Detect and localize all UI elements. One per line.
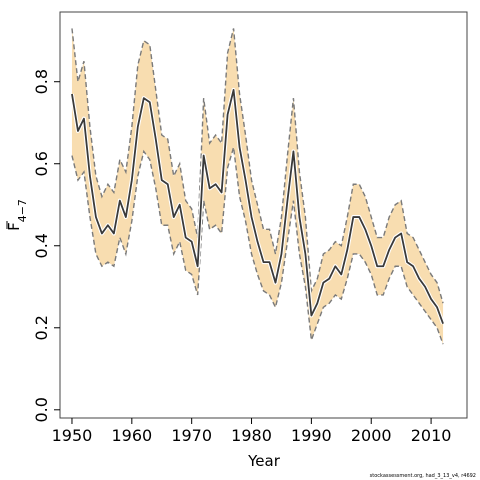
y-tick-label: 0.2 xyxy=(32,315,51,340)
series-line-lower xyxy=(71,147,444,345)
y-axis-title-sub: 4−7 xyxy=(16,199,29,222)
footnote: stockassessment.org, had_3_13_v4, r4692 xyxy=(370,473,476,479)
x-axis: 1950 1960 1970 1980 1990 2000 2010 xyxy=(52,418,452,445)
y-axis-title: F4−7 xyxy=(5,199,29,231)
series-line-estimate xyxy=(71,89,444,324)
confidence-band xyxy=(71,28,444,345)
y-axis: 0.0 0.2 0.4 0.6 0.8 xyxy=(32,69,60,423)
y-tick-label: 0.6 xyxy=(32,151,51,176)
y-tick-label: 0.0 xyxy=(32,397,51,422)
plot-frame xyxy=(59,11,468,419)
y-axis-title-base: F xyxy=(5,222,23,231)
x-tick-label: 1960 xyxy=(111,426,152,445)
x-tick-label: 1990 xyxy=(291,426,332,445)
y-tick-label: 0.8 xyxy=(32,69,51,94)
x-tick-label: 2000 xyxy=(351,426,392,445)
x-tick-label: 1980 xyxy=(231,426,272,445)
series-line-upper xyxy=(71,28,444,304)
x-tick-label: 1970 xyxy=(171,426,212,445)
x-axis-title: Year xyxy=(247,452,281,470)
y-tick-label: 0.4 xyxy=(32,233,51,258)
plot-area xyxy=(69,28,445,345)
x-tick-label: 1950 xyxy=(52,426,93,445)
x-tick-label: 2010 xyxy=(411,426,452,445)
svg-text:F4−7: F4−7 xyxy=(5,199,29,231)
